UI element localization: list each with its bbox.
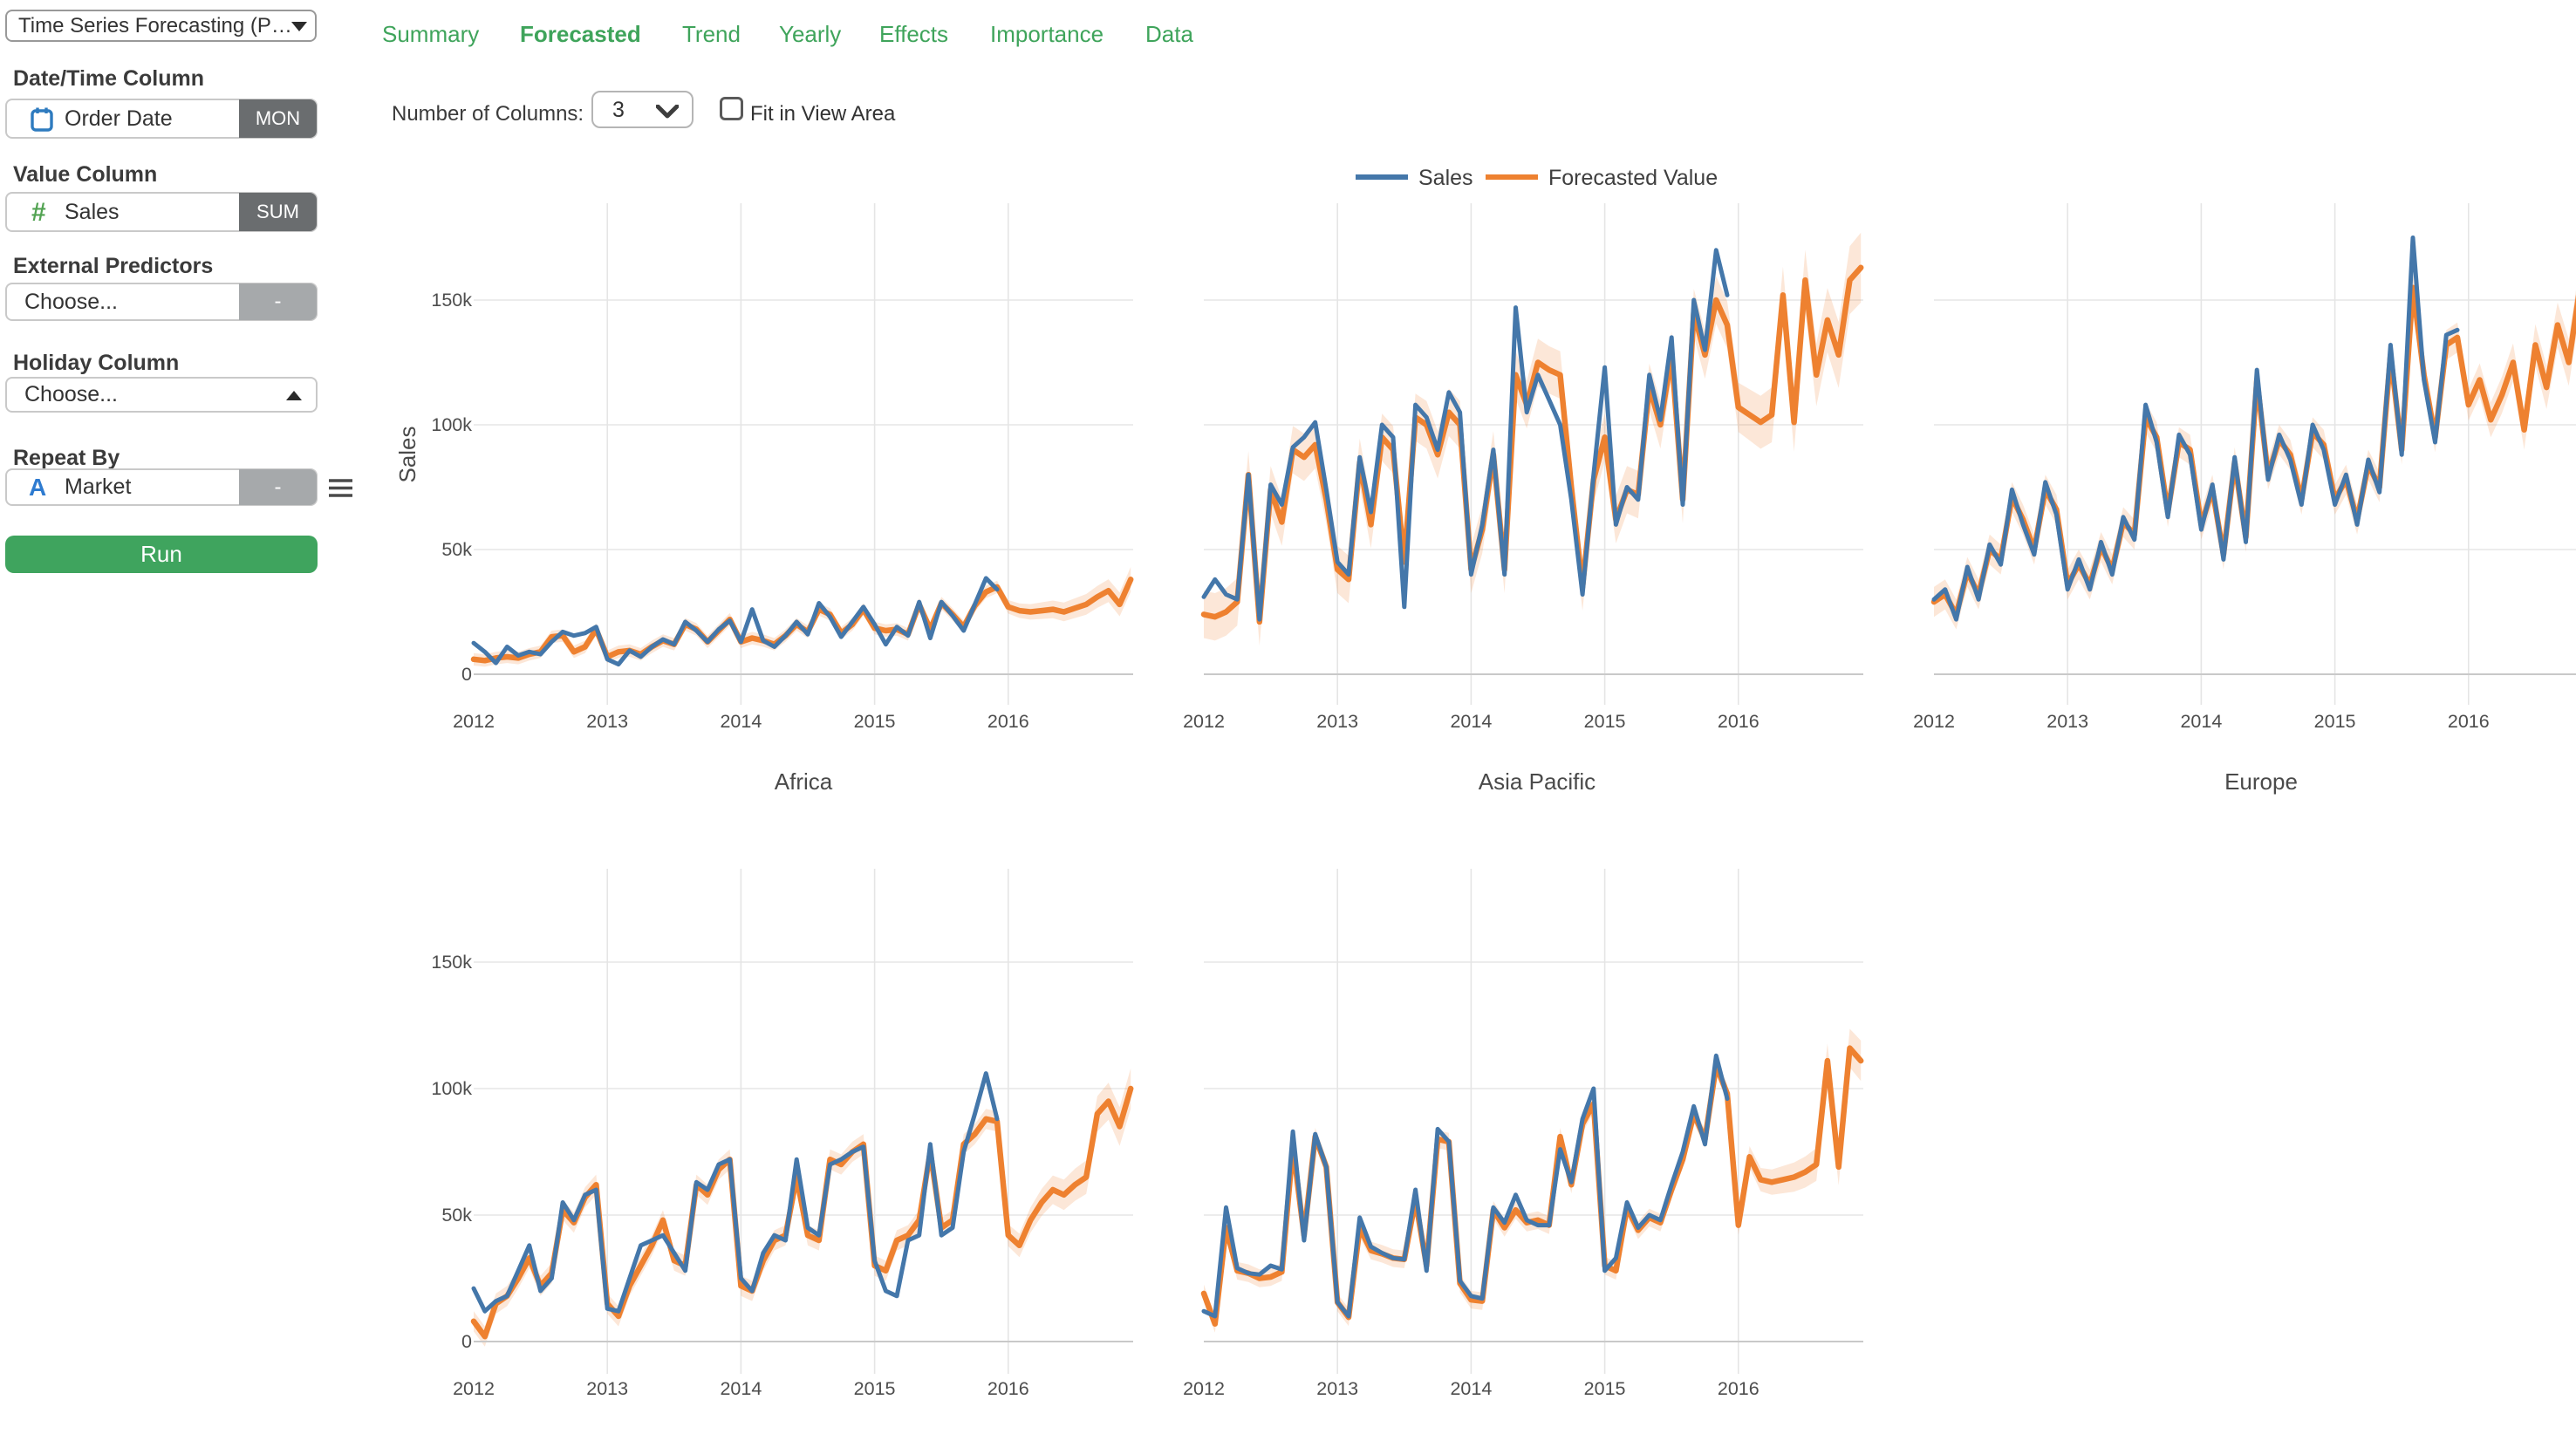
- svg-text:2014: 2014: [1450, 1378, 1492, 1399]
- svg-text:2014: 2014: [2180, 711, 2222, 732]
- svg-text:Sales: Sales: [394, 426, 420, 482]
- svg-text:50k: 50k: [441, 539, 472, 560]
- svg-text:2016: 2016: [1718, 1378, 1759, 1399]
- svg-text:2012: 2012: [1183, 1378, 1225, 1399]
- svg-text:2014: 2014: [720, 1378, 762, 1399]
- svg-text:2015: 2015: [2314, 711, 2356, 732]
- svg-text:2016: 2016: [987, 1378, 1029, 1399]
- svg-text:2012: 2012: [453, 711, 495, 732]
- svg-text:Asia Pacific: Asia Pacific: [1479, 768, 1595, 795]
- svg-text:50k: 50k: [441, 1205, 472, 1226]
- svg-text:2013: 2013: [586, 1378, 628, 1399]
- svg-text:150k: 150k: [431, 290, 472, 311]
- svg-text:2015: 2015: [1584, 1378, 1626, 1399]
- svg-text:2015: 2015: [1584, 711, 1626, 732]
- svg-text:2013: 2013: [1316, 711, 1358, 732]
- svg-text:Africa: Africa: [775, 768, 833, 795]
- svg-text:2013: 2013: [586, 711, 628, 732]
- svg-text:100k: 100k: [431, 414, 472, 435]
- svg-text:100k: 100k: [431, 1078, 472, 1099]
- svg-text:Europe: Europe: [2224, 768, 2298, 795]
- svg-text:2015: 2015: [854, 1378, 896, 1399]
- svg-text:Forecasted Value: Forecasted Value: [1548, 166, 1718, 190]
- svg-text:Sales: Sales: [1418, 166, 1473, 190]
- svg-text:2016: 2016: [987, 711, 1029, 732]
- svg-text:150k: 150k: [431, 952, 472, 973]
- svg-text:2013: 2013: [2046, 711, 2088, 732]
- svg-text:0: 0: [461, 1331, 472, 1352]
- svg-text:2012: 2012: [1183, 711, 1225, 732]
- svg-text:2016: 2016: [1718, 711, 1759, 732]
- svg-text:2015: 2015: [854, 711, 896, 732]
- svg-text:2012: 2012: [453, 1378, 495, 1399]
- svg-text:2016: 2016: [2448, 711, 2490, 732]
- svg-text:2014: 2014: [1450, 711, 1492, 732]
- svg-text:0: 0: [461, 664, 472, 685]
- svg-text:2013: 2013: [1316, 1378, 1358, 1399]
- svg-text:2014: 2014: [720, 711, 762, 732]
- svg-text:2012: 2012: [1913, 711, 1955, 732]
